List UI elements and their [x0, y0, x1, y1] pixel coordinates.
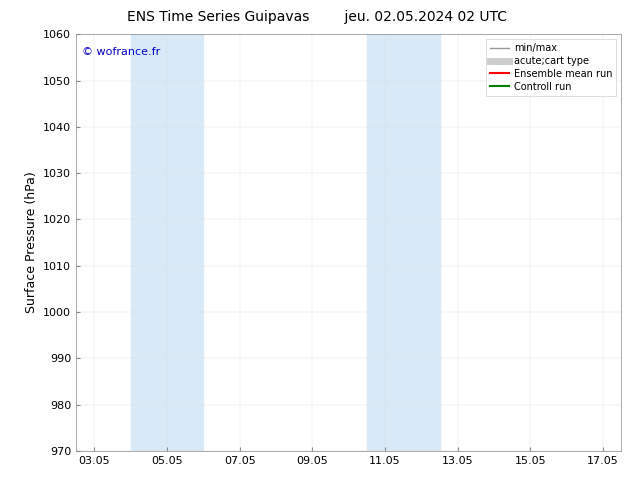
Legend: min/max, acute;cart type, Ensemble mean run, Controll run: min/max, acute;cart type, Ensemble mean …	[486, 39, 616, 96]
Bar	[367, 34, 439, 451]
Y-axis label: Surface Pressure (hPa): Surface Pressure (hPa)	[25, 172, 37, 314]
Bar	[131, 34, 204, 451]
Text: ENS Time Series Guipavas        jeu. 02.05.2024 02 UTC: ENS Time Series Guipavas jeu. 02.05.2024…	[127, 10, 507, 24]
Text: © wofrance.fr: © wofrance.fr	[82, 47, 160, 57]
